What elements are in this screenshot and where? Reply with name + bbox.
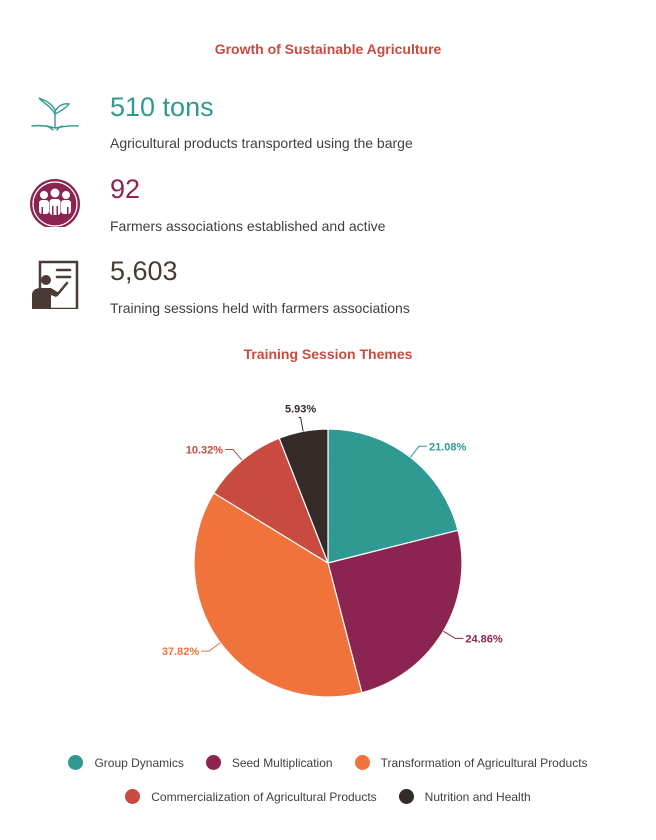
pie-chart: 21.08% 24.86% 37.82% 10.32% 5.93%	[0, 380, 656, 730]
legend-item[interactable]: Commercialization of Agricultural Produc…	[125, 789, 377, 804]
teacher-board-icon	[29, 257, 81, 311]
pie-data-label: 37.82%	[162, 646, 200, 658]
stat-farmer-associations: 92 Farmers associations established and …	[0, 174, 656, 245]
stat-value: 510 tons	[110, 92, 214, 122]
legend-label: Commercialization of Agricultural Produc…	[151, 789, 377, 804]
stat-label: Agricultural products transported using …	[110, 135, 413, 151]
stat-training-sessions: 5,603 Training sessions held with farmer…	[0, 256, 656, 327]
pie-data-label: 24.86%	[465, 633, 503, 645]
legend-item[interactable]: Seed Multiplication	[205, 755, 333, 770]
legend-swatch	[205, 755, 221, 770]
stat-label: Farmers associations established and act…	[110, 218, 386, 234]
pie-data-label: 5.93%	[285, 404, 316, 416]
legend-swatch	[68, 755, 84, 770]
stat-barge-transport: 510 tons Agricultural products transport…	[0, 92, 656, 162]
legend-swatch	[354, 755, 370, 770]
stat-value: 5,603	[110, 256, 178, 286]
seedling-icon	[29, 92, 81, 144]
chart-title: Training Session Themes	[243, 346, 413, 362]
legend-label: Nutrition and Health	[424, 789, 531, 804]
legend-label: Transformation of Agricultural Products	[380, 755, 588, 770]
legend-item[interactable]: Nutrition and Health	[398, 789, 531, 804]
legend-label: Group Dynamics	[94, 755, 184, 770]
stat-label: Training sessions held with farmers asso…	[110, 300, 410, 316]
pie-chart-svg: 21.08% 24.86% 37.82% 10.32% 5.93%	[162, 404, 503, 698]
pie-label-line	[225, 448, 243, 461]
pie-data-label: 10.32%	[186, 444, 224, 456]
stat-value: 92	[110, 174, 141, 204]
pie-label-line	[201, 642, 221, 652]
legend-swatch	[398, 789, 414, 804]
pie-label-line	[298, 417, 304, 432]
legend-item[interactable]: Group Dynamics	[68, 755, 184, 770]
pie-label-line	[443, 630, 464, 639]
legend-row: Commercialization of Agricultural Produc…	[0, 789, 656, 804]
pie-label-line	[409, 445, 427, 458]
legend-row: Group Dynamics Seed Multiplication Transfo…	[0, 755, 656, 770]
legend-label: Seed Multiplication	[231, 755, 333, 770]
group-icon	[29, 175, 81, 229]
page-title: Growth of Sustainable Agriculture	[214, 41, 442, 57]
pie-slice-group-dynamics[interactable]	[327, 428, 459, 564]
legend-swatch	[125, 789, 141, 804]
pie-data-label: 21.08%	[429, 441, 467, 453]
legend-item[interactable]: Transformation of Agricultural Products	[354, 755, 588, 770]
